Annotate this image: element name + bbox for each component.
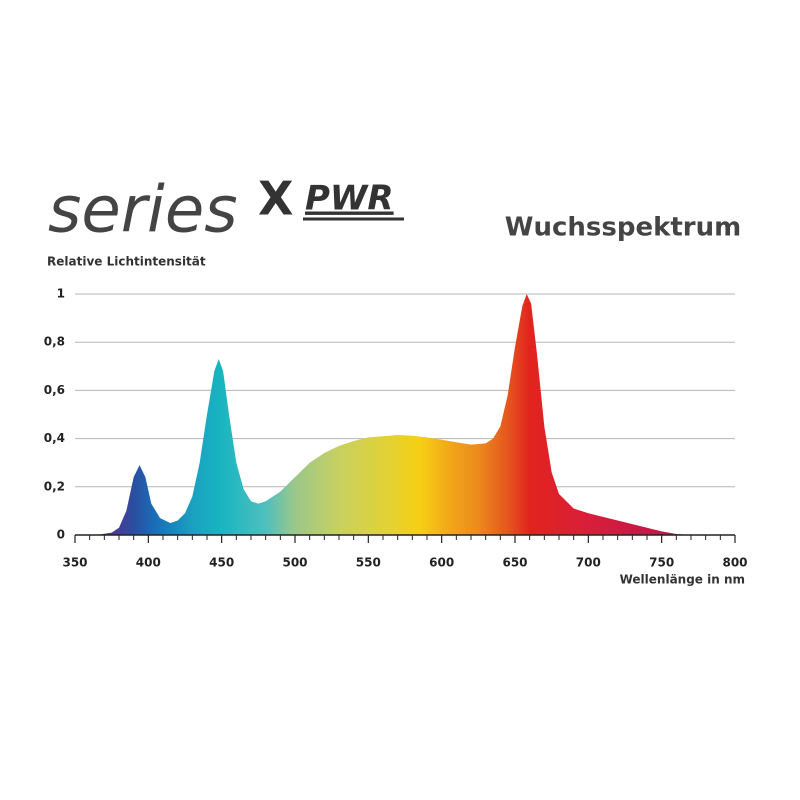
- x-tick-label: 800: [722, 556, 747, 570]
- x-tick-label: 400: [136, 556, 161, 570]
- x-tick-label: 750: [649, 556, 674, 570]
- y-tick-label: 0: [57, 528, 65, 542]
- x-tick-label: 450: [209, 556, 234, 570]
- x-tick-label: 600: [429, 556, 454, 570]
- x-axis-label: Wellenlänge in nm: [620, 573, 745, 587]
- y-tick-label: 1: [57, 287, 65, 301]
- y-tick-label: 0,8: [44, 335, 65, 349]
- x-tick-label: 550: [356, 556, 381, 570]
- x-tick-label: 650: [502, 556, 527, 570]
- logo-suffix: PWR: [305, 179, 394, 219]
- logo-text: series: [48, 174, 238, 248]
- logo-mark: X: [258, 172, 293, 226]
- y-tick-label: 0,2: [44, 479, 65, 493]
- x-tick-label: 500: [282, 556, 307, 570]
- chart-title: Wuchsspektrum: [505, 213, 741, 243]
- y-tick-label: 0,6: [44, 383, 65, 397]
- x-tick-label: 700: [576, 556, 601, 570]
- y-tick-label: 0,4: [44, 431, 65, 445]
- y-axis-label: Relative Lichtintensität: [47, 255, 206, 269]
- x-tick-label: 350: [62, 556, 87, 570]
- spectrum-area: [75, 294, 691, 535]
